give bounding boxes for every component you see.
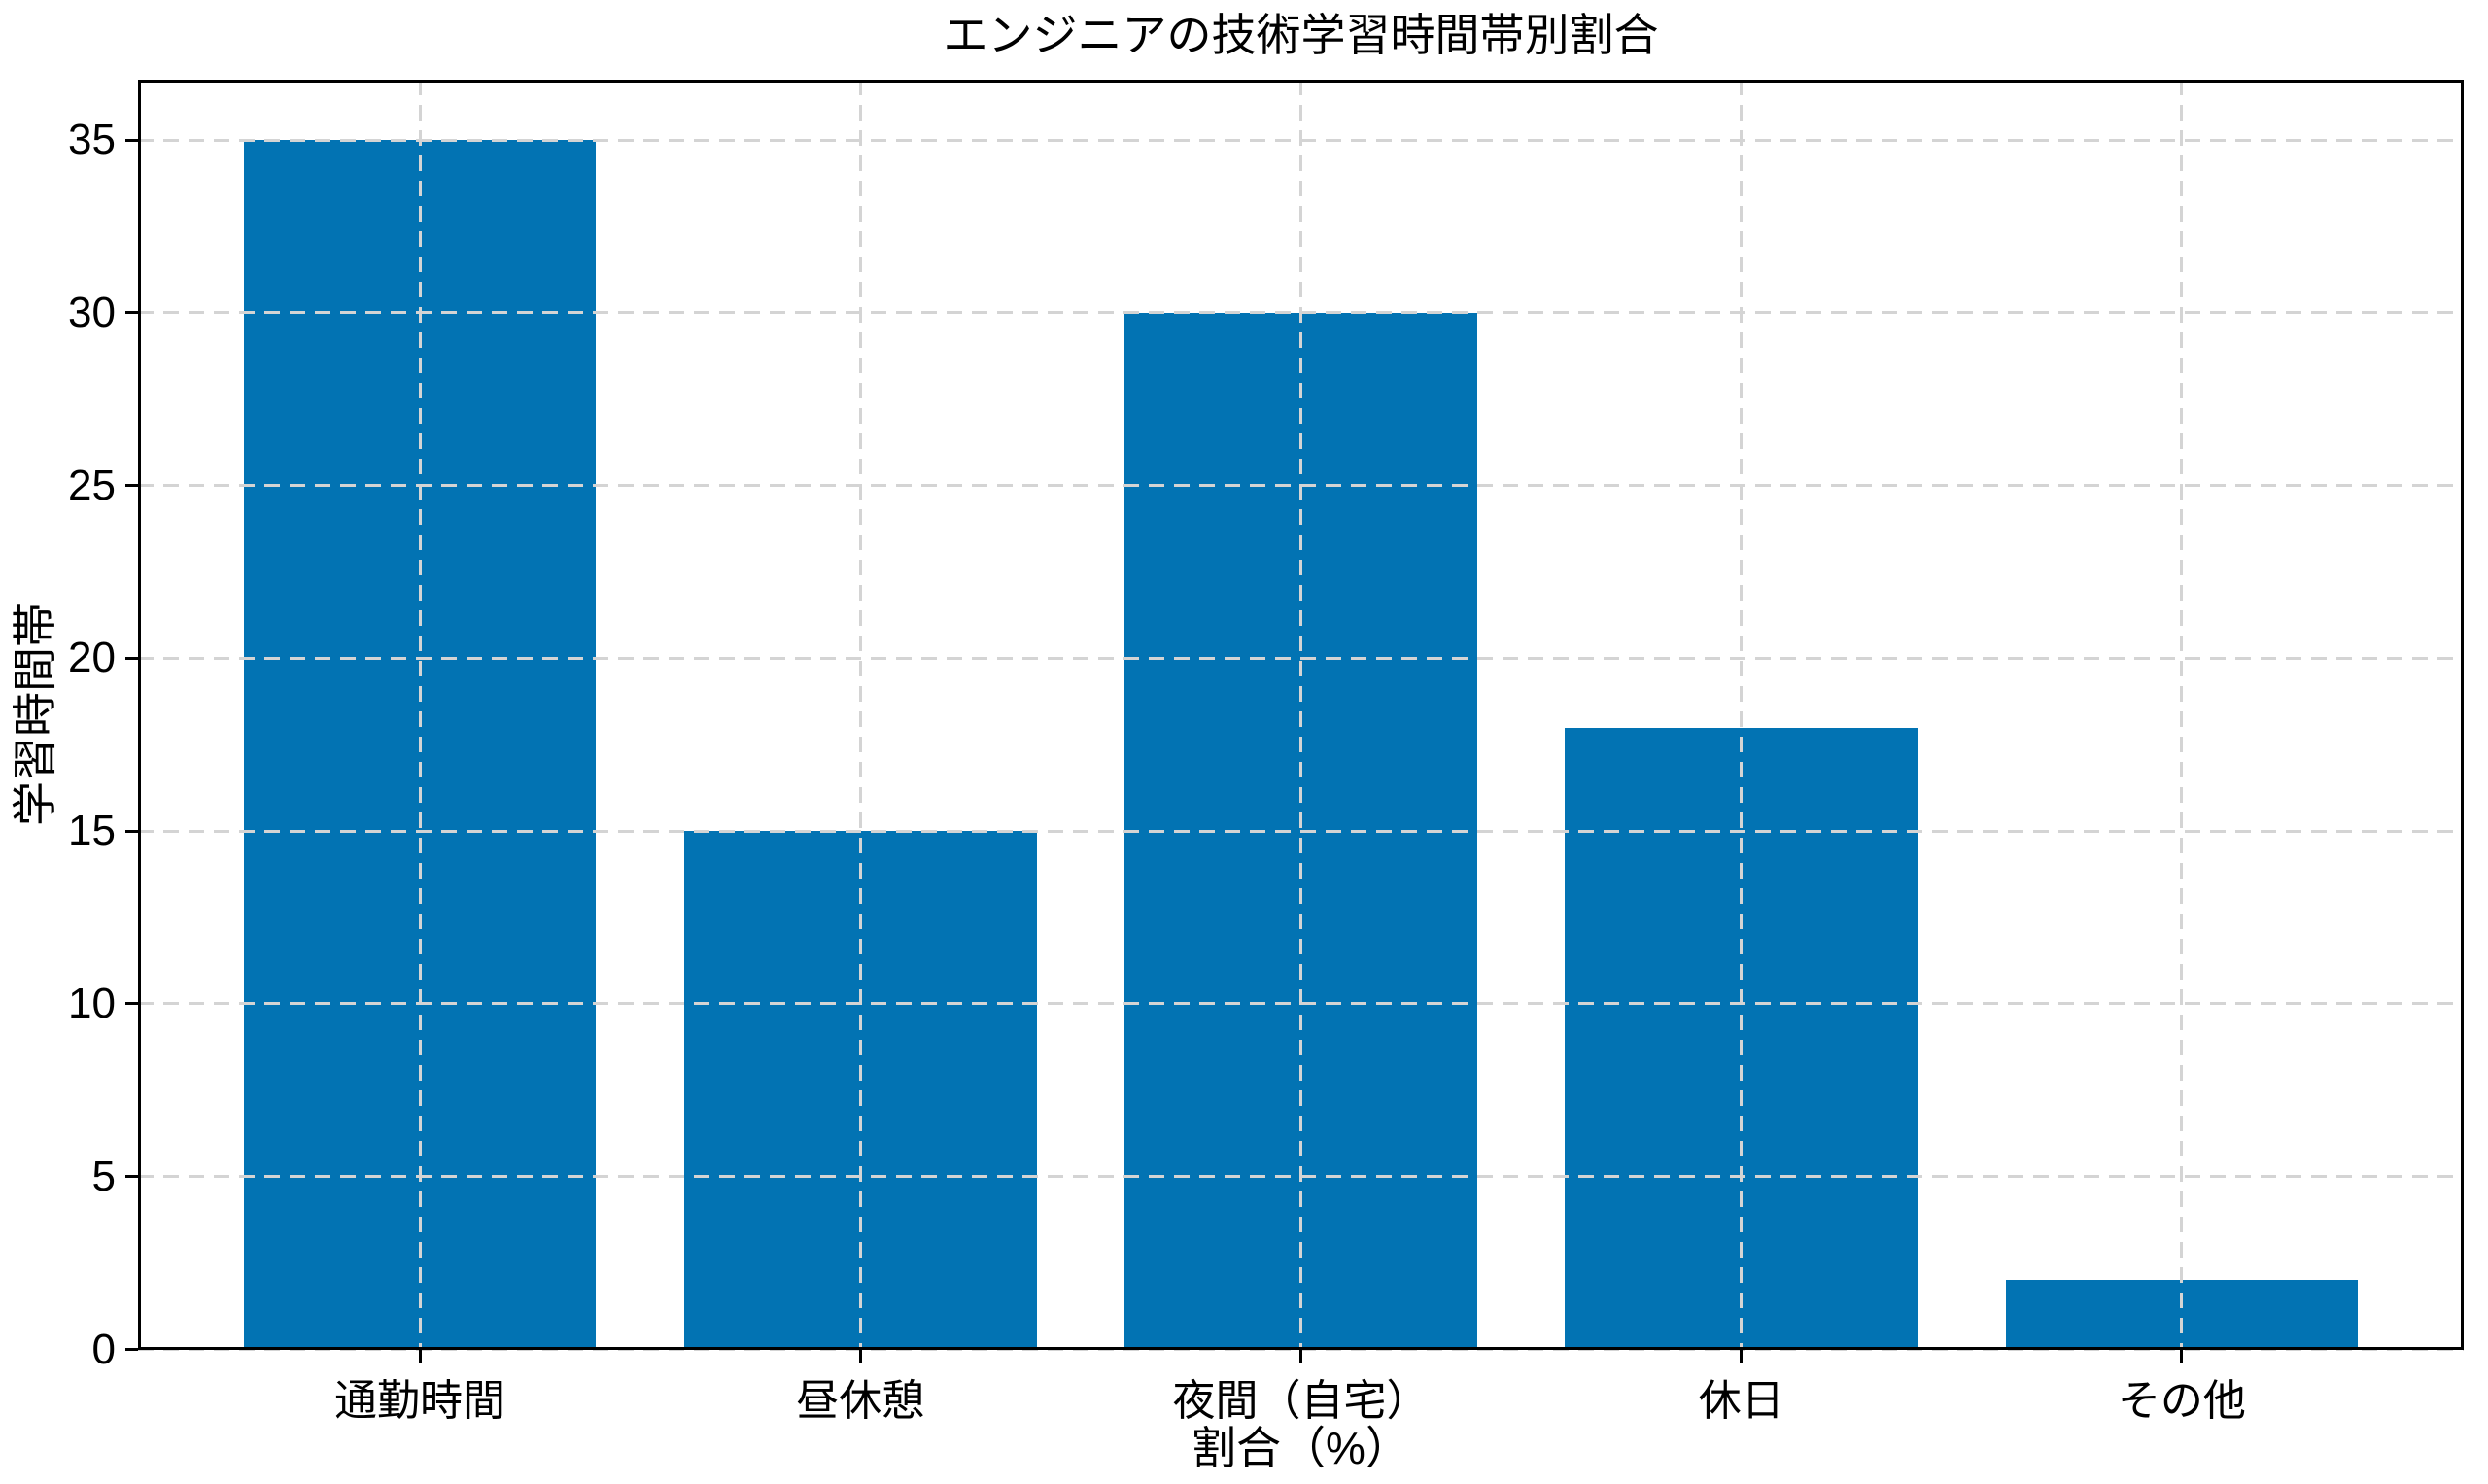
bar-3 — [1565, 727, 1918, 1350]
bar-0 — [243, 140, 597, 1350]
y-tick-mark-0 — [125, 1348, 138, 1351]
y-tick-mark-5 — [125, 1175, 138, 1179]
y-tick-label-10: 10 — [68, 979, 116, 1027]
y-tick-label-25: 25 — [68, 461, 116, 509]
y-tick-mark-35 — [125, 138, 138, 142]
y-tick-label-35: 35 — [68, 116, 116, 164]
x-axis-label: 割合（%） — [1192, 1423, 1410, 1473]
x-tick-mark-4 — [2180, 1349, 2184, 1363]
x-tick-mark-3 — [1740, 1349, 1744, 1363]
y-tick-label-20: 20 — [68, 634, 116, 682]
y-tick-mark-25 — [125, 484, 138, 488]
y-tick-mark-30 — [125, 311, 138, 315]
y-tick-label-0: 0 — [91, 1325, 116, 1373]
y-axis-label: 学習時間帯 — [10, 603, 60, 827]
x-tick-mark-2 — [1299, 1349, 1302, 1363]
x-tick-label-1: 昼休憩 — [796, 1376, 925, 1425]
gridline-v-4 — [2180, 80, 2184, 1350]
y-tick-mark-20 — [125, 656, 138, 660]
bar-4 — [2005, 1280, 2359, 1350]
plot-area — [138, 80, 2464, 1351]
bar-1 — [683, 831, 1037, 1350]
x-tick-label-3: 休日 — [1698, 1376, 1784, 1425]
y-tick-label-30: 30 — [68, 288, 116, 336]
chart-title: エンジニアの技術学習時間帯別割合 — [943, 10, 1659, 60]
y-tick-label-5: 5 — [91, 1152, 116, 1200]
y-tick-mark-15 — [125, 829, 138, 833]
y-tick-label-15: 15 — [68, 807, 116, 855]
x-tick-label-2: 夜間（自宅） — [1172, 1376, 1430, 1425]
x-tick-mark-0 — [418, 1349, 422, 1363]
x-tick-label-0: 通勤時間 — [334, 1376, 506, 1425]
y-tick-mark-10 — [125, 1002, 138, 1006]
x-tick-label-4: その他 — [2117, 1376, 2246, 1425]
bar-2 — [1124, 312, 1477, 1350]
x-tick-mark-1 — [858, 1349, 862, 1363]
